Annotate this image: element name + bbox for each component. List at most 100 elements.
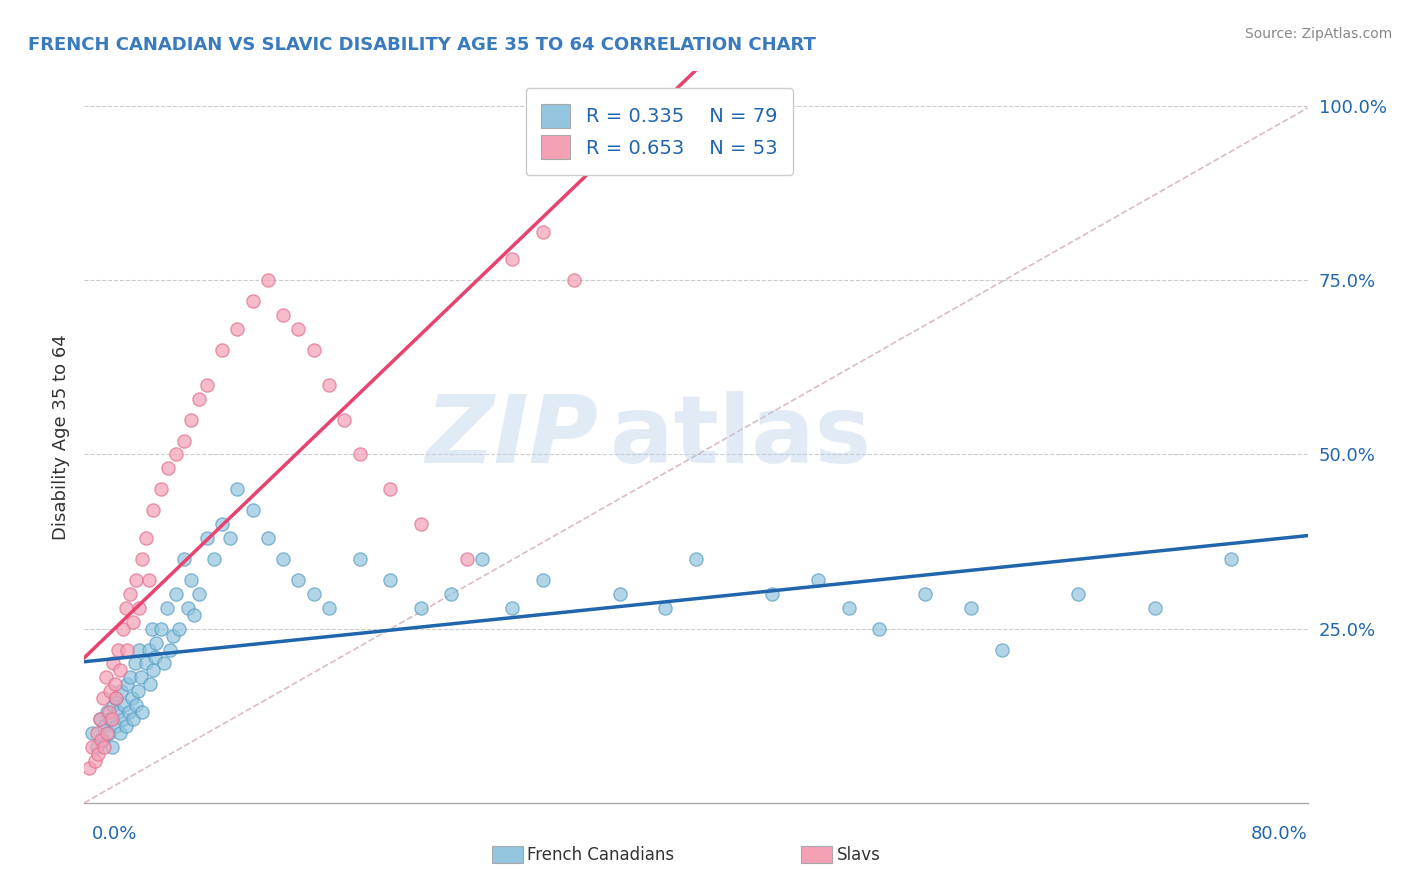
Point bbox=[226, 322, 249, 336]
Point bbox=[1220, 552, 1243, 566]
Point bbox=[80, 740, 103, 755]
Point bbox=[349, 552, 371, 566]
Point bbox=[108, 664, 131, 678]
Point bbox=[89, 712, 111, 726]
Point bbox=[149, 622, 172, 636]
Point bbox=[349, 448, 371, 462]
Point bbox=[93, 740, 115, 755]
Point bbox=[302, 587, 325, 601]
Point bbox=[761, 587, 783, 601]
Point bbox=[173, 552, 195, 566]
Point bbox=[531, 225, 554, 239]
Text: Slavs: Slavs bbox=[837, 846, 880, 863]
Point bbox=[211, 343, 233, 357]
Point bbox=[104, 677, 127, 691]
Text: atlas: atlas bbox=[610, 391, 872, 483]
Point bbox=[128, 600, 150, 615]
Point bbox=[153, 657, 176, 671]
Point bbox=[115, 677, 138, 691]
Point bbox=[318, 377, 340, 392]
Point bbox=[143, 649, 166, 664]
Point bbox=[440, 587, 463, 601]
Point bbox=[105, 691, 128, 706]
Point bbox=[202, 552, 225, 566]
Point bbox=[105, 719, 128, 733]
Point bbox=[380, 483, 402, 497]
Point bbox=[195, 377, 218, 392]
Point bbox=[138, 573, 160, 587]
Point bbox=[120, 587, 142, 601]
Point bbox=[609, 587, 631, 601]
Point bbox=[138, 642, 160, 657]
Point bbox=[302, 343, 325, 357]
Text: FRENCH CANADIAN VS SLAVIC DISABILITY AGE 35 TO 64 CORRELATION CHART: FRENCH CANADIAN VS SLAVIC DISABILITY AGE… bbox=[28, 36, 815, 54]
Point bbox=[157, 461, 180, 475]
Point bbox=[142, 664, 165, 678]
Point bbox=[162, 629, 184, 643]
Point bbox=[86, 740, 108, 755]
Point bbox=[93, 719, 115, 733]
Point bbox=[86, 726, 108, 740]
Point bbox=[103, 657, 125, 671]
Point bbox=[94, 670, 117, 684]
Point bbox=[149, 483, 172, 497]
Point bbox=[145, 635, 167, 649]
Point bbox=[104, 691, 127, 706]
Text: 80.0%: 80.0% bbox=[1251, 825, 1308, 843]
Point bbox=[180, 412, 202, 426]
Point bbox=[91, 733, 114, 747]
Point bbox=[90, 733, 112, 747]
Point bbox=[287, 573, 309, 587]
Point bbox=[101, 712, 124, 726]
Point bbox=[456, 552, 478, 566]
Point bbox=[287, 322, 309, 336]
Point bbox=[103, 698, 125, 713]
Point bbox=[84, 754, 107, 768]
Point bbox=[257, 531, 280, 545]
Point bbox=[107, 705, 129, 719]
Point bbox=[991, 642, 1014, 657]
Point bbox=[91, 691, 114, 706]
Point bbox=[165, 587, 187, 601]
Point bbox=[242, 503, 264, 517]
Point bbox=[80, 726, 103, 740]
Point bbox=[111, 712, 134, 726]
Point bbox=[167, 622, 190, 636]
Point bbox=[156, 600, 179, 615]
Point bbox=[110, 684, 132, 698]
Point bbox=[869, 622, 891, 636]
Point bbox=[139, 677, 162, 691]
Point bbox=[380, 573, 402, 587]
Point bbox=[122, 615, 145, 629]
Point bbox=[226, 483, 249, 497]
Point bbox=[183, 607, 205, 622]
Point bbox=[96, 726, 118, 740]
Point bbox=[409, 517, 432, 532]
Point bbox=[98, 684, 121, 698]
Point bbox=[89, 712, 111, 726]
Point bbox=[111, 622, 134, 636]
Point bbox=[654, 600, 676, 615]
Point bbox=[165, 448, 187, 462]
Point bbox=[1143, 600, 1166, 615]
Point bbox=[120, 670, 142, 684]
Text: French Canadians: French Canadians bbox=[527, 846, 675, 863]
Point bbox=[188, 392, 211, 406]
Point bbox=[218, 531, 240, 545]
Point bbox=[121, 691, 143, 706]
Point bbox=[128, 642, 150, 657]
Point bbox=[211, 517, 233, 532]
Point bbox=[124, 657, 146, 671]
Text: 0.0%: 0.0% bbox=[91, 825, 136, 843]
Point bbox=[118, 705, 141, 719]
Point bbox=[135, 531, 157, 545]
Point bbox=[242, 294, 264, 309]
Point bbox=[107, 642, 129, 657]
Point bbox=[122, 712, 145, 726]
Point bbox=[914, 587, 936, 601]
Point bbox=[333, 412, 356, 426]
Point bbox=[129, 670, 152, 684]
Point bbox=[108, 726, 131, 740]
Point bbox=[173, 434, 195, 448]
Text: Source: ZipAtlas.com: Source: ZipAtlas.com bbox=[1244, 27, 1392, 41]
